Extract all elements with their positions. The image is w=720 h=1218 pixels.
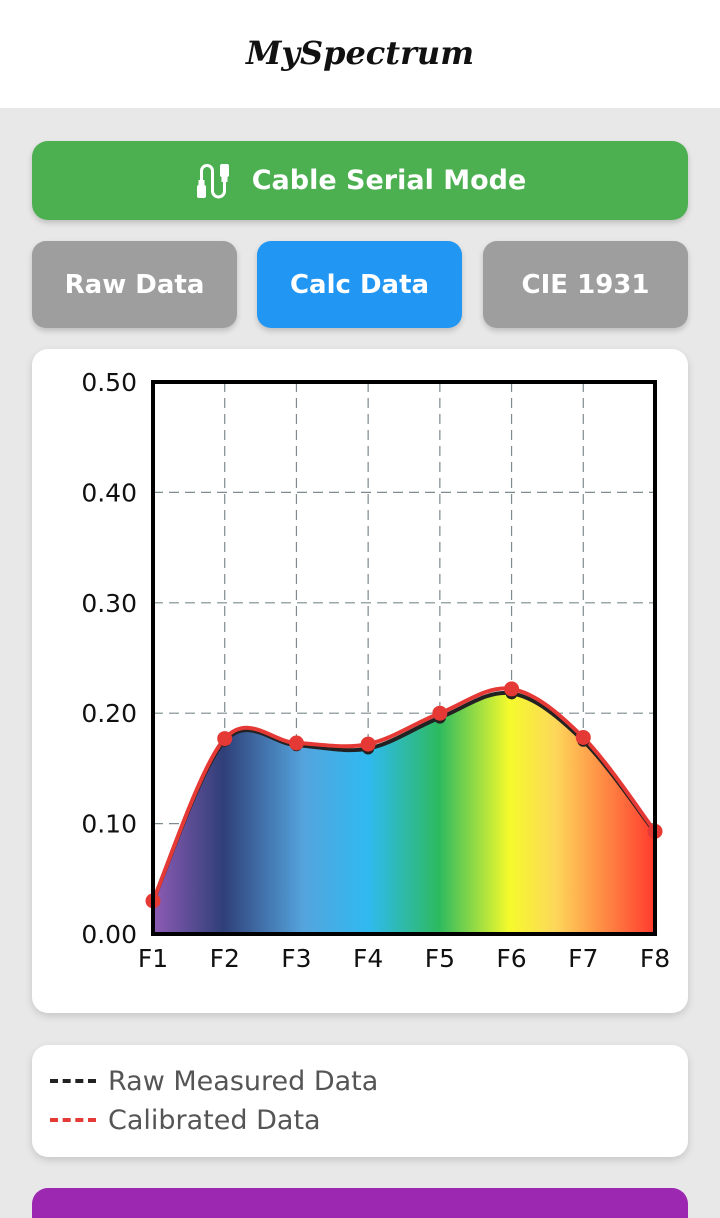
data-point-calibrated [575,729,591,745]
x-tick-label: F7 [568,944,598,973]
y-tick-label: 0.00 [81,920,137,949]
app-header: MySpectrum [0,0,720,108]
legend-calibrated: Calibrated Data [50,1103,321,1137]
x-tick-label: F8 [640,944,670,973]
y-tick-label: 0.50 [81,368,137,397]
data-point-calibrated [288,735,304,751]
legend-raw-label: Raw Measured Data [108,1065,379,1097]
data-point-calibrated [432,705,448,721]
spectrum-chart-card: 0.00 0.10 0.30 0.40 0.50 0.20 F1 F2 F3 F4 F5 F6 F7 F8 [32,349,688,1013]
x-tick-label: F2 [210,944,240,973]
legend-raw-swatch [50,1079,96,1083]
x-tick-label: F4 [353,944,383,973]
y-tick-label: 0.20 [81,699,137,728]
tab-cie-1931-label: CIE 1931 [521,269,650,300]
spectrum-area [153,692,655,934]
x-tick-label: F1 [138,944,168,973]
x-tick-label: F5 [425,944,455,973]
y-tick-label: 0.40 [81,478,137,507]
bottom-action-bar[interactable] [32,1188,688,1218]
x-tick-label: F6 [496,944,526,973]
app-title: MySpectrum [245,34,475,72]
y-tick-label: 0.30 [81,589,137,618]
spectrum-chart: 0.00 0.10 0.30 0.40 0.50 0.20 F1 F2 F3 F4 F5 F6 F7 F8 [81,368,670,973]
legend-calibrated-swatch [50,1118,96,1122]
tab-cie-1931[interactable]: CIE 1931 [483,241,688,328]
legend-calibrated-label: Calibrated Data [108,1104,321,1136]
tab-raw-data-label: Raw Data [64,269,205,300]
y-tick-label: 0.10 [81,810,137,839]
tab-raw-data[interactable]: Raw Data [32,241,237,328]
x-tick-label: F3 [281,944,311,973]
tab-calc-data[interactable]: Calc Data [257,241,462,328]
cable-icon [196,163,229,198]
cable-serial-mode-button[interactable]: Cable Serial Mode [32,141,688,220]
legend-card: Raw Measured Data Calibrated Data [32,1045,688,1157]
data-point-calibrated [217,731,233,747]
cable-serial-mode-label: Cable Serial Mode [251,165,527,196]
plot-frame [151,380,657,936]
legend-raw: Raw Measured Data [50,1064,378,1098]
data-point-calibrated [504,681,520,697]
data-point-calibrated [360,736,376,752]
tab-calc-data-label: Calc Data [289,269,430,300]
